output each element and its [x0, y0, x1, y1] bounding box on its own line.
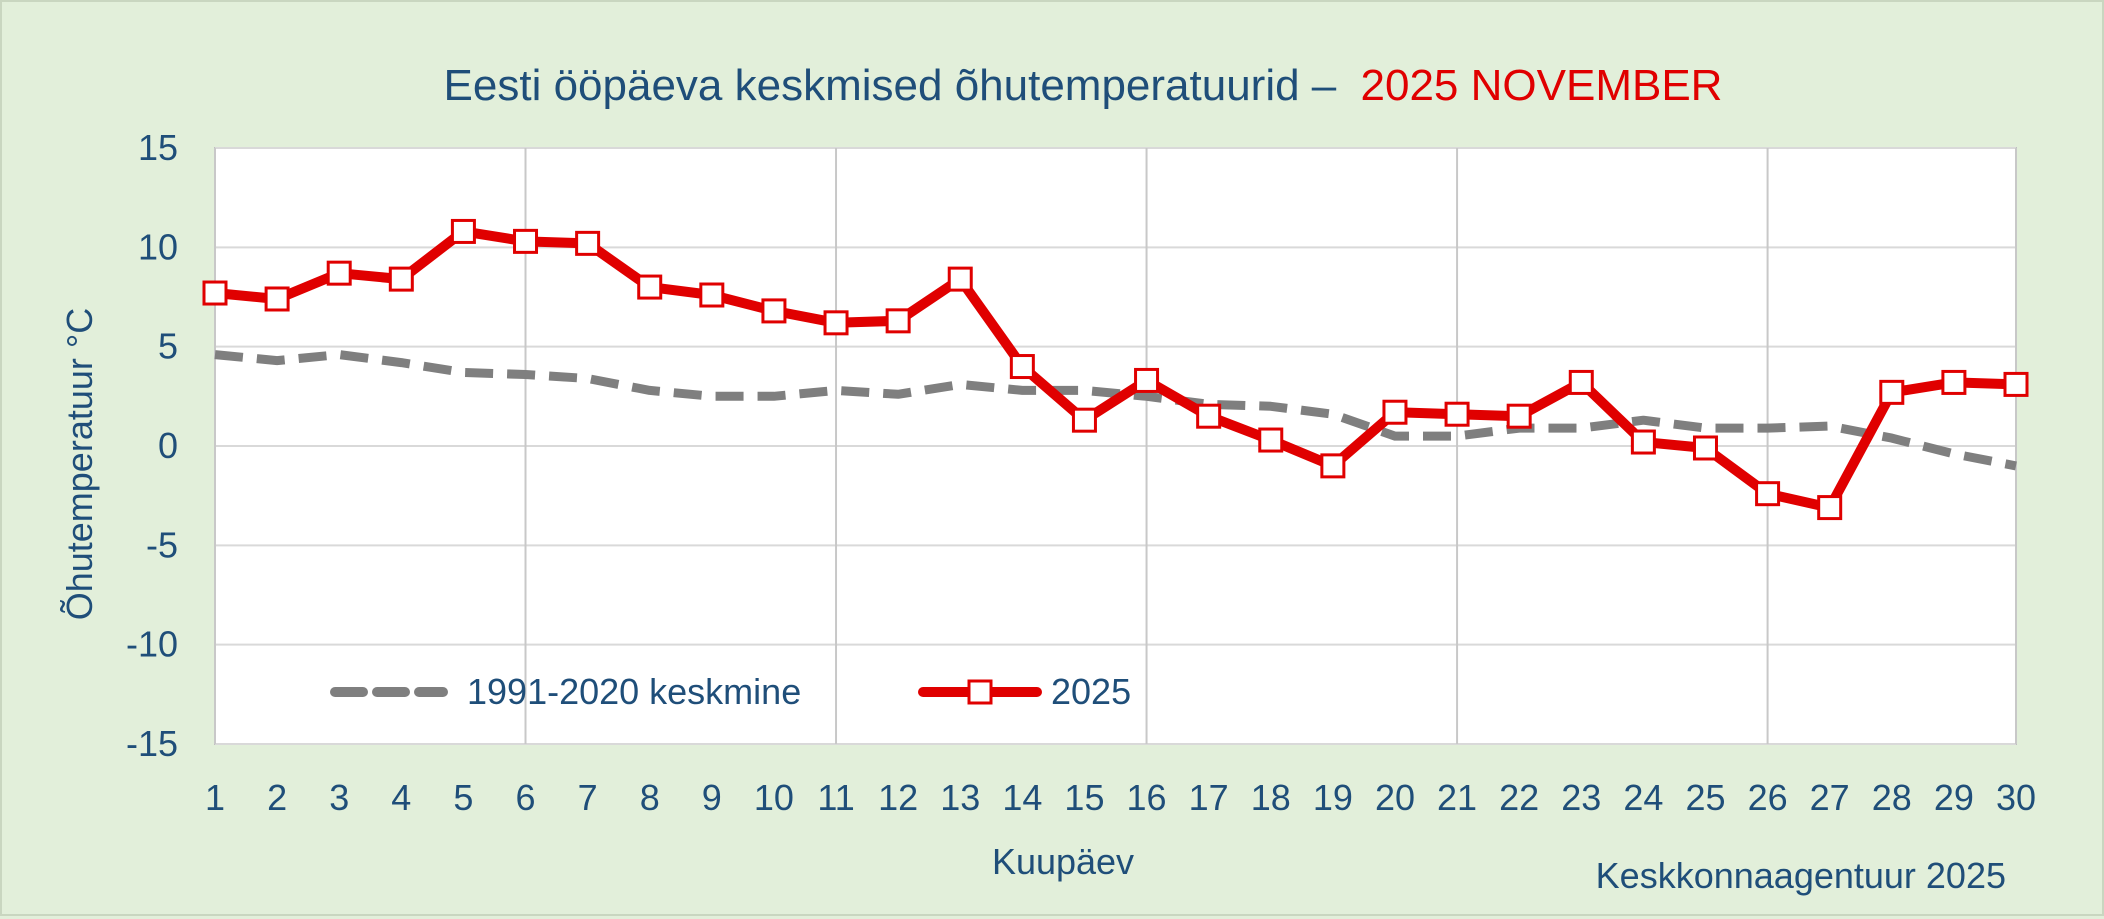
data-point-2025: [1506, 403, 1532, 429]
x-tick-label: 22: [1499, 777, 1539, 818]
y-axis-ticks: -15 -10 -5 0 5 10 15: [126, 127, 178, 764]
legend: 1991-2020 keskmine 2025: [330, 671, 1131, 712]
data-point-2025: [823, 310, 849, 336]
x-tick-label: 26: [1748, 777, 1788, 818]
data-point-2025: [388, 266, 414, 292]
x-tick-label: 29: [1934, 777, 1974, 818]
x-axis-title: Kuupäev: [992, 841, 1134, 882]
x-tick-label: 30: [1996, 777, 2036, 818]
data-point-2025: [1320, 453, 1346, 479]
x-tick-label: 20: [1375, 777, 1415, 818]
y-axis-title: Õhutemperatuur °C: [59, 308, 100, 621]
source-credit: Keskkonnaagentuur 2025: [1596, 855, 2006, 896]
data-point-2025: [1009, 354, 1035, 380]
x-tick-label: 21: [1437, 777, 1477, 818]
data-point-2025: [1568, 369, 1594, 395]
data-point-2025: [1941, 369, 1967, 395]
x-tick-label: 10: [754, 777, 794, 818]
data-point-2025: [1879, 379, 1905, 405]
data-point-2025: [513, 228, 539, 254]
data-point-2025: [575, 230, 601, 256]
series-layer: [202, 218, 2029, 521]
data-point-2025: [1196, 403, 1222, 429]
legend-label-average: 1991-2020 keskmine: [467, 671, 801, 712]
x-tick-label: 5: [453, 777, 473, 818]
x-tick-label: 12: [878, 777, 918, 818]
y-tick-label: 5: [158, 326, 178, 367]
x-tick-label: 27: [1810, 777, 1850, 818]
x-tick-label: 16: [1127, 777, 1167, 818]
y-tick-label: -5: [146, 524, 178, 565]
data-point-2025: [761, 298, 787, 324]
y-tick-label: 10: [138, 226, 178, 267]
x-tick-label: 19: [1313, 777, 1353, 818]
x-tick-label: 2: [267, 777, 287, 818]
data-point-2025: [1071, 407, 1097, 433]
x-tick-label: 25: [1685, 777, 1725, 818]
x-tick-label: 15: [1064, 777, 1104, 818]
data-point-2025: [450, 218, 476, 244]
x-tick-label: 28: [1872, 777, 1912, 818]
x-tick-label: 18: [1251, 777, 1291, 818]
data-point-2025: [1134, 367, 1160, 393]
x-axis-ticks: 1 2 3 4 5 6 7 8 9 10 11 12 13 14 15 16 17 18 19 20 21 22 23 24 2…: [205, 777, 2036, 818]
series-line-average: [214, 350, 2017, 471]
data-point-2025: [1258, 427, 1284, 453]
x-tick-label: 4: [391, 777, 411, 818]
data-point-2025: [637, 274, 663, 300]
legend-marker-2025: [967, 679, 993, 705]
legend-label-2025: 2025: [1051, 671, 1131, 712]
x-tick-label: 23: [1561, 777, 1601, 818]
x-tick-label: 11: [817, 777, 854, 818]
data-point-2025: [947, 266, 973, 292]
x-tick-label: 17: [1189, 777, 1229, 818]
data-point-2025: [1630, 429, 1656, 455]
data-point-2025: [1692, 435, 1718, 461]
data-point-2025: [202, 280, 228, 306]
x-tick-label: 3: [329, 777, 349, 818]
y-tick-label: 0: [158, 425, 178, 466]
x-tick-label: 8: [640, 777, 660, 818]
chart-title-highlight: 2025 NOVEMBER: [1361, 61, 1723, 110]
data-point-2025: [1817, 495, 1843, 521]
x-tick-label: 13: [940, 777, 980, 818]
x-tick-label: 14: [1002, 777, 1042, 818]
x-tick-label: 1: [205, 777, 225, 818]
data-point-2025: [1382, 399, 1408, 425]
y-tick-label: 15: [138, 127, 178, 168]
chart-title: Eesti ööpäeva keskmised õhutemperatuurid…: [444, 61, 1723, 110]
data-point-2025: [2003, 371, 2029, 397]
data-point-2025: [264, 286, 290, 312]
y-tick-label: -15: [126, 723, 178, 764]
chart-title-main: Eesti ööpäeva keskmised õhutemperatuurid…: [444, 61, 1337, 110]
x-tick-label: 7: [578, 777, 598, 818]
x-tick-label: 6: [516, 777, 536, 818]
data-point-2025: [885, 308, 911, 334]
y-tick-label: -10: [126, 624, 178, 665]
data-point-2025: [326, 260, 352, 286]
data-point-2025: [1755, 481, 1781, 507]
x-tick-label: 24: [1623, 777, 1663, 818]
data-point-2025: [1444, 401, 1470, 427]
x-tick-label: 9: [702, 777, 722, 818]
data-point-2025: [699, 282, 725, 308]
